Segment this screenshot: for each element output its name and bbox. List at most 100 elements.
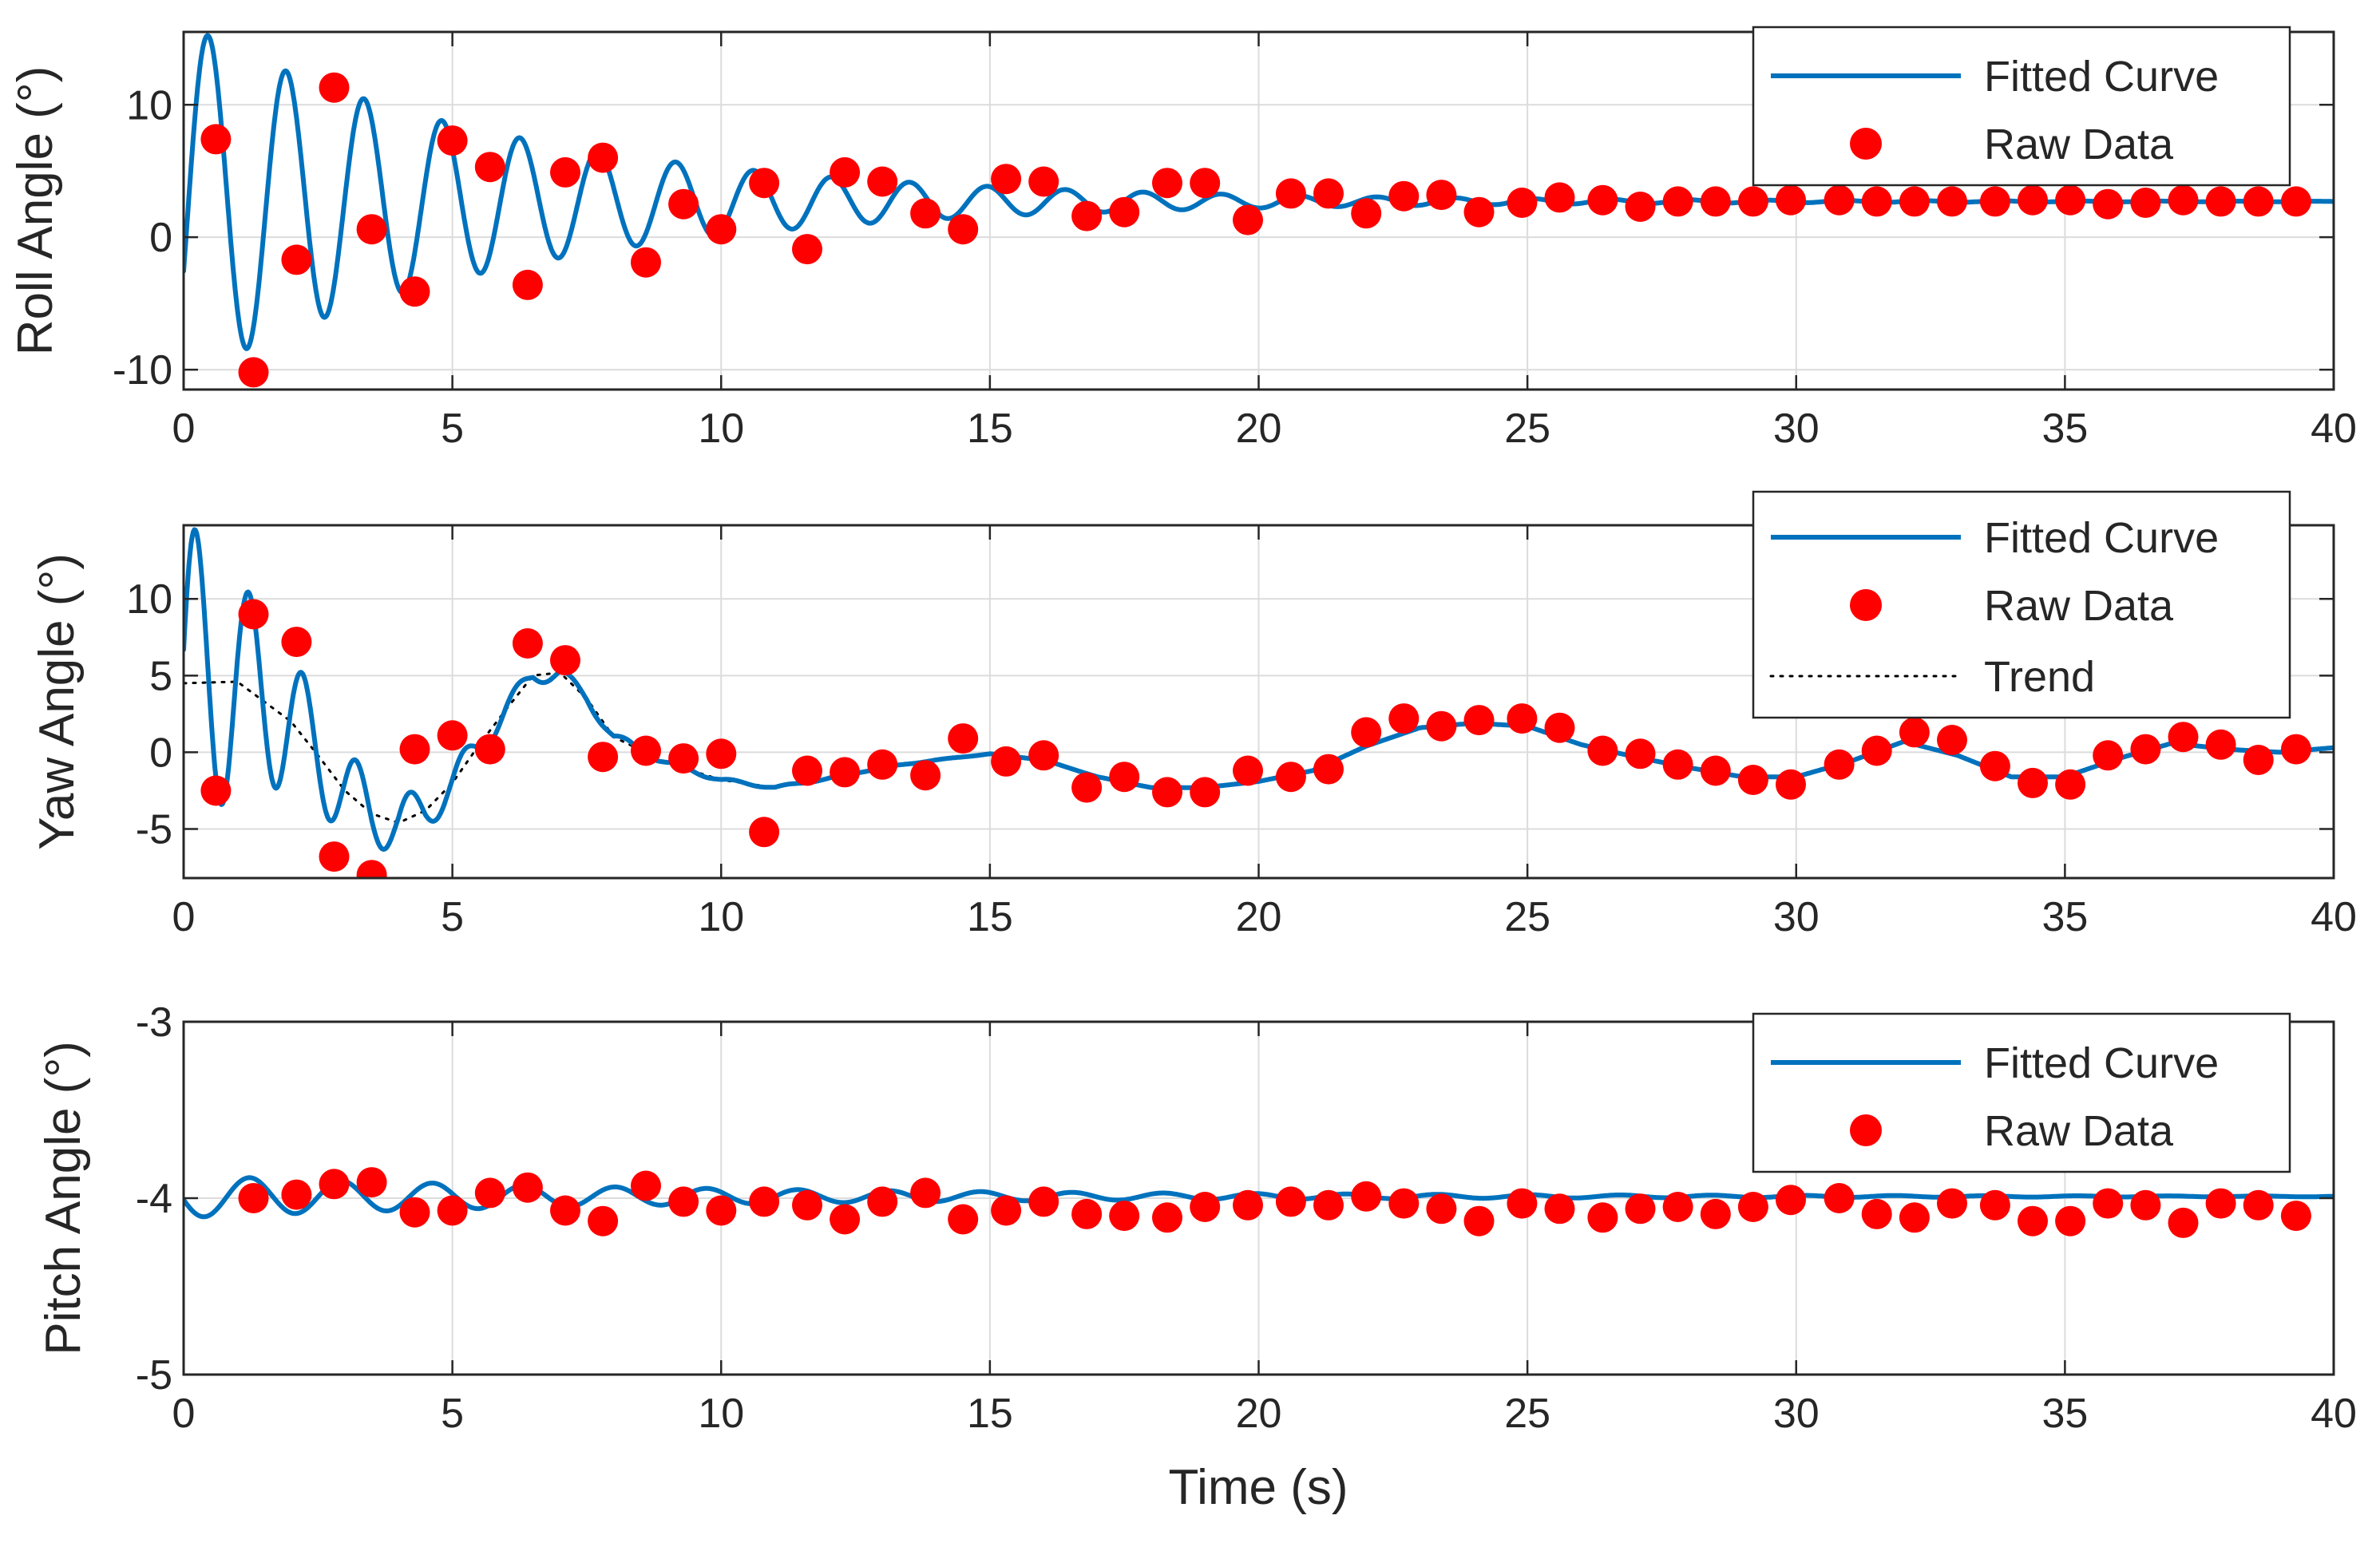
raw-data-point — [1313, 178, 1344, 209]
x-tick-label: 10 — [698, 406, 744, 452]
x-tick-label: 35 — [2041, 1391, 2088, 1437]
raw-data-point — [910, 1177, 941, 1209]
raw-data-point — [437, 125, 468, 156]
x-axis-label: Time (s) — [1169, 1460, 1348, 1515]
raw-data-point — [1544, 182, 1575, 213]
raw-data-point — [2280, 1201, 2311, 1232]
raw-data-point — [2130, 188, 2161, 218]
legend-raw-data-label: Raw Data — [1984, 1107, 2174, 1155]
raw-data-point — [512, 1172, 543, 1203]
legend: Fitted Curve Raw Data — [1752, 1012, 2291, 1173]
legend-raw-data-marker — [1850, 1114, 1882, 1146]
raw-data-point — [1388, 1188, 1420, 1219]
raw-data-point — [1700, 1198, 1731, 1229]
raw-data-point — [2168, 1207, 2199, 1238]
y-tick-label: -10 — [113, 347, 172, 394]
raw-data-point — [281, 244, 312, 275]
y-tick-label: 0 — [149, 215, 172, 261]
x-tick-label: 30 — [1773, 1391, 1820, 1437]
raw-data-point — [437, 720, 468, 751]
raw-data-point — [867, 166, 898, 197]
raw-data-point — [550, 1195, 580, 1226]
raw-data-point — [474, 152, 505, 183]
raw-data-point — [1388, 180, 1420, 212]
raw-data-point — [1071, 1198, 1103, 1229]
raw-data-point — [474, 734, 505, 765]
raw-data-point — [1028, 166, 1059, 197]
legend-box — [1752, 490, 2291, 719]
raw-data-point — [474, 1177, 505, 1209]
raw-data-point — [1625, 738, 1656, 770]
x-tick-label: 10 — [698, 894, 744, 940]
raw-data-point — [1426, 1193, 1457, 1225]
fitted-curve-line — [184, 1175, 2334, 1220]
raw-data-point — [1152, 777, 1182, 808]
raw-data-point — [550, 156, 580, 188]
fitted-curve-line — [184, 33, 2334, 351]
raw-data-point — [200, 775, 232, 806]
raw-data-point — [1028, 740, 1059, 771]
y-tick-label: -5 — [136, 1352, 172, 1399]
raw-data-point — [1625, 192, 1656, 222]
y-tick-labels: -5 -4 -3 — [136, 999, 172, 1399]
raw-data-point — [1587, 1202, 1618, 1233]
raw-data-point — [1700, 755, 1731, 786]
raw-data-point — [2280, 734, 2311, 765]
raw-data-point — [2055, 769, 2086, 800]
x-tick-label: 40 — [2311, 894, 2357, 940]
y-tick-label: 0 — [149, 730, 172, 776]
raw-data-point — [1351, 1181, 1382, 1212]
raw-data-point — [1662, 186, 1693, 217]
x-tick-label: 35 — [2041, 894, 2088, 940]
raw-data-point — [437, 1195, 468, 1226]
raw-data-point — [1861, 186, 1892, 217]
raw-data-point — [1544, 1193, 1575, 1225]
series — [184, 527, 2334, 878]
legend-fitted-curve-label: Fitted Curve — [1984, 1039, 2219, 1087]
raw-data-point — [356, 214, 387, 245]
y-tick-labels: -5 0 5 10 — [126, 576, 172, 853]
ticks — [182, 525, 2335, 878]
raw-data-point — [1190, 168, 1221, 199]
legend-raw-data-marker — [1850, 128, 1882, 160]
raw-data-point — [1351, 198, 1382, 229]
raw-data-point — [1737, 186, 1768, 217]
x-tick-label: 30 — [1773, 894, 1820, 940]
fitted-curve-line — [184, 527, 2334, 852]
raw-data-point — [1824, 1183, 1855, 1213]
raw-data-point — [668, 743, 699, 774]
raw-data-point — [2243, 186, 2274, 217]
raw-data-point — [792, 755, 822, 786]
y-tick-label: -5 — [136, 807, 172, 853]
x-tick-label: 0 — [172, 894, 196, 940]
raw-data-point — [1463, 705, 1495, 736]
raw-data-point — [2168, 184, 2199, 216]
raw-data-point — [991, 1195, 1022, 1226]
raw-data-point — [1625, 1193, 1656, 1225]
raw-data-point — [792, 234, 822, 265]
raw-data-point — [792, 1189, 822, 1221]
raw-data-point — [1662, 1192, 1693, 1222]
raw-data-point — [2055, 1205, 2086, 1236]
raw-data-point — [399, 1197, 430, 1228]
raw-data-point — [356, 1167, 387, 1198]
raw-data-point — [238, 599, 269, 630]
raw-data-point — [2018, 184, 2048, 216]
raw-data-point — [830, 1204, 861, 1235]
x-tick-label: 0 — [172, 1391, 196, 1437]
raw-data-point — [1275, 178, 1306, 209]
raw-data-point — [2130, 1189, 2161, 1221]
x-tick-label: 0 — [172, 406, 196, 452]
raw-data-point — [1737, 765, 1768, 795]
raw-data-point — [1979, 186, 2010, 217]
raw-data-point — [1776, 184, 1806, 216]
raw-data-point — [948, 1204, 979, 1235]
raw-data-point — [2243, 1189, 2274, 1221]
legend-raw-data-marker — [1850, 589, 1882, 621]
raw-data-point — [399, 276, 430, 307]
raw-data-point — [512, 628, 543, 659]
raw-data-point — [867, 1186, 898, 1217]
raw-data-point — [1463, 1205, 1495, 1236]
raw-data-point — [1937, 1188, 1967, 1219]
